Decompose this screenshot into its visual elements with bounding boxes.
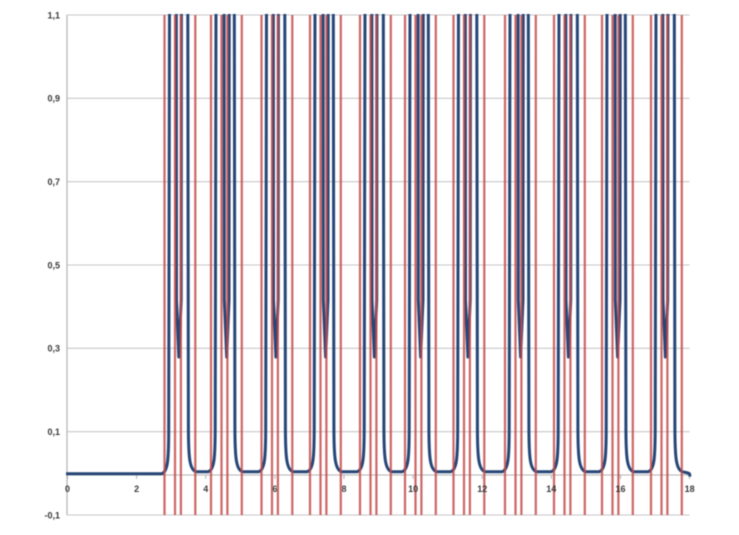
svg-text:14: 14 [546, 484, 556, 494]
svg-text:10: 10 [408, 484, 418, 494]
svg-text:6: 6 [272, 484, 277, 494]
svg-text:12: 12 [477, 484, 487, 494]
svg-text:0,9: 0,9 [47, 94, 60, 104]
svg-text:4: 4 [203, 484, 208, 494]
svg-text:16: 16 [615, 484, 625, 494]
svg-text:2: 2 [134, 484, 139, 494]
svg-text:18: 18 [685, 484, 695, 494]
svg-text:0,1: 0,1 [47, 427, 60, 437]
svg-text:-0,1: -0,1 [44, 510, 60, 520]
svg-text:8: 8 [341, 484, 346, 494]
svg-text:0,7: 0,7 [47, 177, 60, 187]
svg-text:0,3: 0,3 [47, 344, 60, 354]
svg-text:0: 0 [65, 484, 70, 494]
svg-text:0,5: 0,5 [47, 260, 60, 270]
svg-text:1,1: 1,1 [47, 10, 60, 20]
